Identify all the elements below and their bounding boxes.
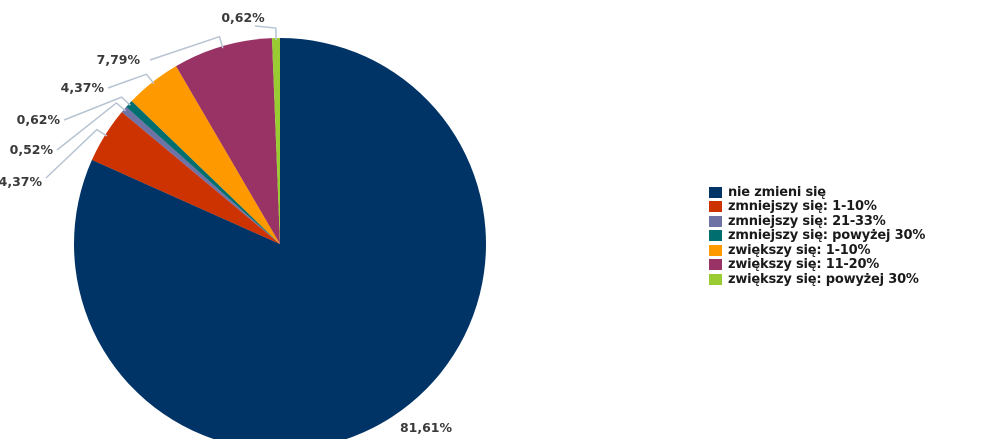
slice-data-label: 7,79% (97, 52, 141, 67)
pie-slice (176, 38, 280, 244)
legend-item: nie zmieni się (709, 185, 925, 200)
pie-slice (126, 101, 280, 244)
slice-data-label: 4,37% (0, 174, 42, 189)
pie-slice (91, 112, 280, 244)
leader-line (45, 128, 108, 179)
legend-label: zwiększy się: 11-20% (728, 257, 880, 273)
legend-label: zmniejszy się: 21-33% (728, 213, 886, 229)
legend-swatch (709, 273, 722, 285)
leader-line (63, 96, 131, 121)
legend-item: zwiększy się: powyżej 30% (709, 272, 925, 287)
legend-swatch (709, 186, 722, 198)
slice-data-label: 4,37% (61, 80, 105, 95)
legend-swatch (709, 215, 722, 227)
legend-item: zwiększy się: 1-10% (709, 243, 925, 258)
legend-label: zmniejszy się: powyżej 30% (728, 228, 926, 244)
pie-slice (121, 106, 280, 244)
slice-data-label: 0,62% (221, 10, 265, 25)
legend-label: zwiększy się: 1-10% (728, 242, 871, 258)
slice-data-label: 0,52% (10, 142, 54, 157)
legend-label: zmniejszy się: 1-10% (728, 199, 877, 215)
slice-data-label: 0,62% (17, 112, 61, 127)
legend-swatch (709, 230, 722, 242)
slice-data-label: 81,61% (400, 420, 453, 435)
legend-swatch (709, 259, 722, 271)
legend-item: zmniejszy się: 21-33% (709, 214, 925, 229)
leader-line (254, 25, 277, 41)
legend-label: zwiększy się: powyżej 30% (728, 271, 919, 287)
legend-item: zwiększy się: 11-20% (709, 257, 925, 273)
pie-slice (271, 38, 280, 244)
legend-item: zmniejszy się: powyżej 30% (709, 228, 926, 244)
legend-swatch (709, 201, 722, 213)
leader-line (56, 101, 127, 151)
legend: nie zmieni się zmniejszy się: 1-10% zmni… (709, 185, 925, 287)
pie-slice (74, 38, 486, 439)
leader-line (149, 35, 224, 61)
pie-slice (131, 66, 280, 245)
legend-swatch (709, 244, 722, 256)
legend-item: zmniejszy się: 1-10% (709, 199, 925, 215)
legend-label: nie zmieni się (728, 184, 826, 200)
leader-line (107, 73, 155, 89)
